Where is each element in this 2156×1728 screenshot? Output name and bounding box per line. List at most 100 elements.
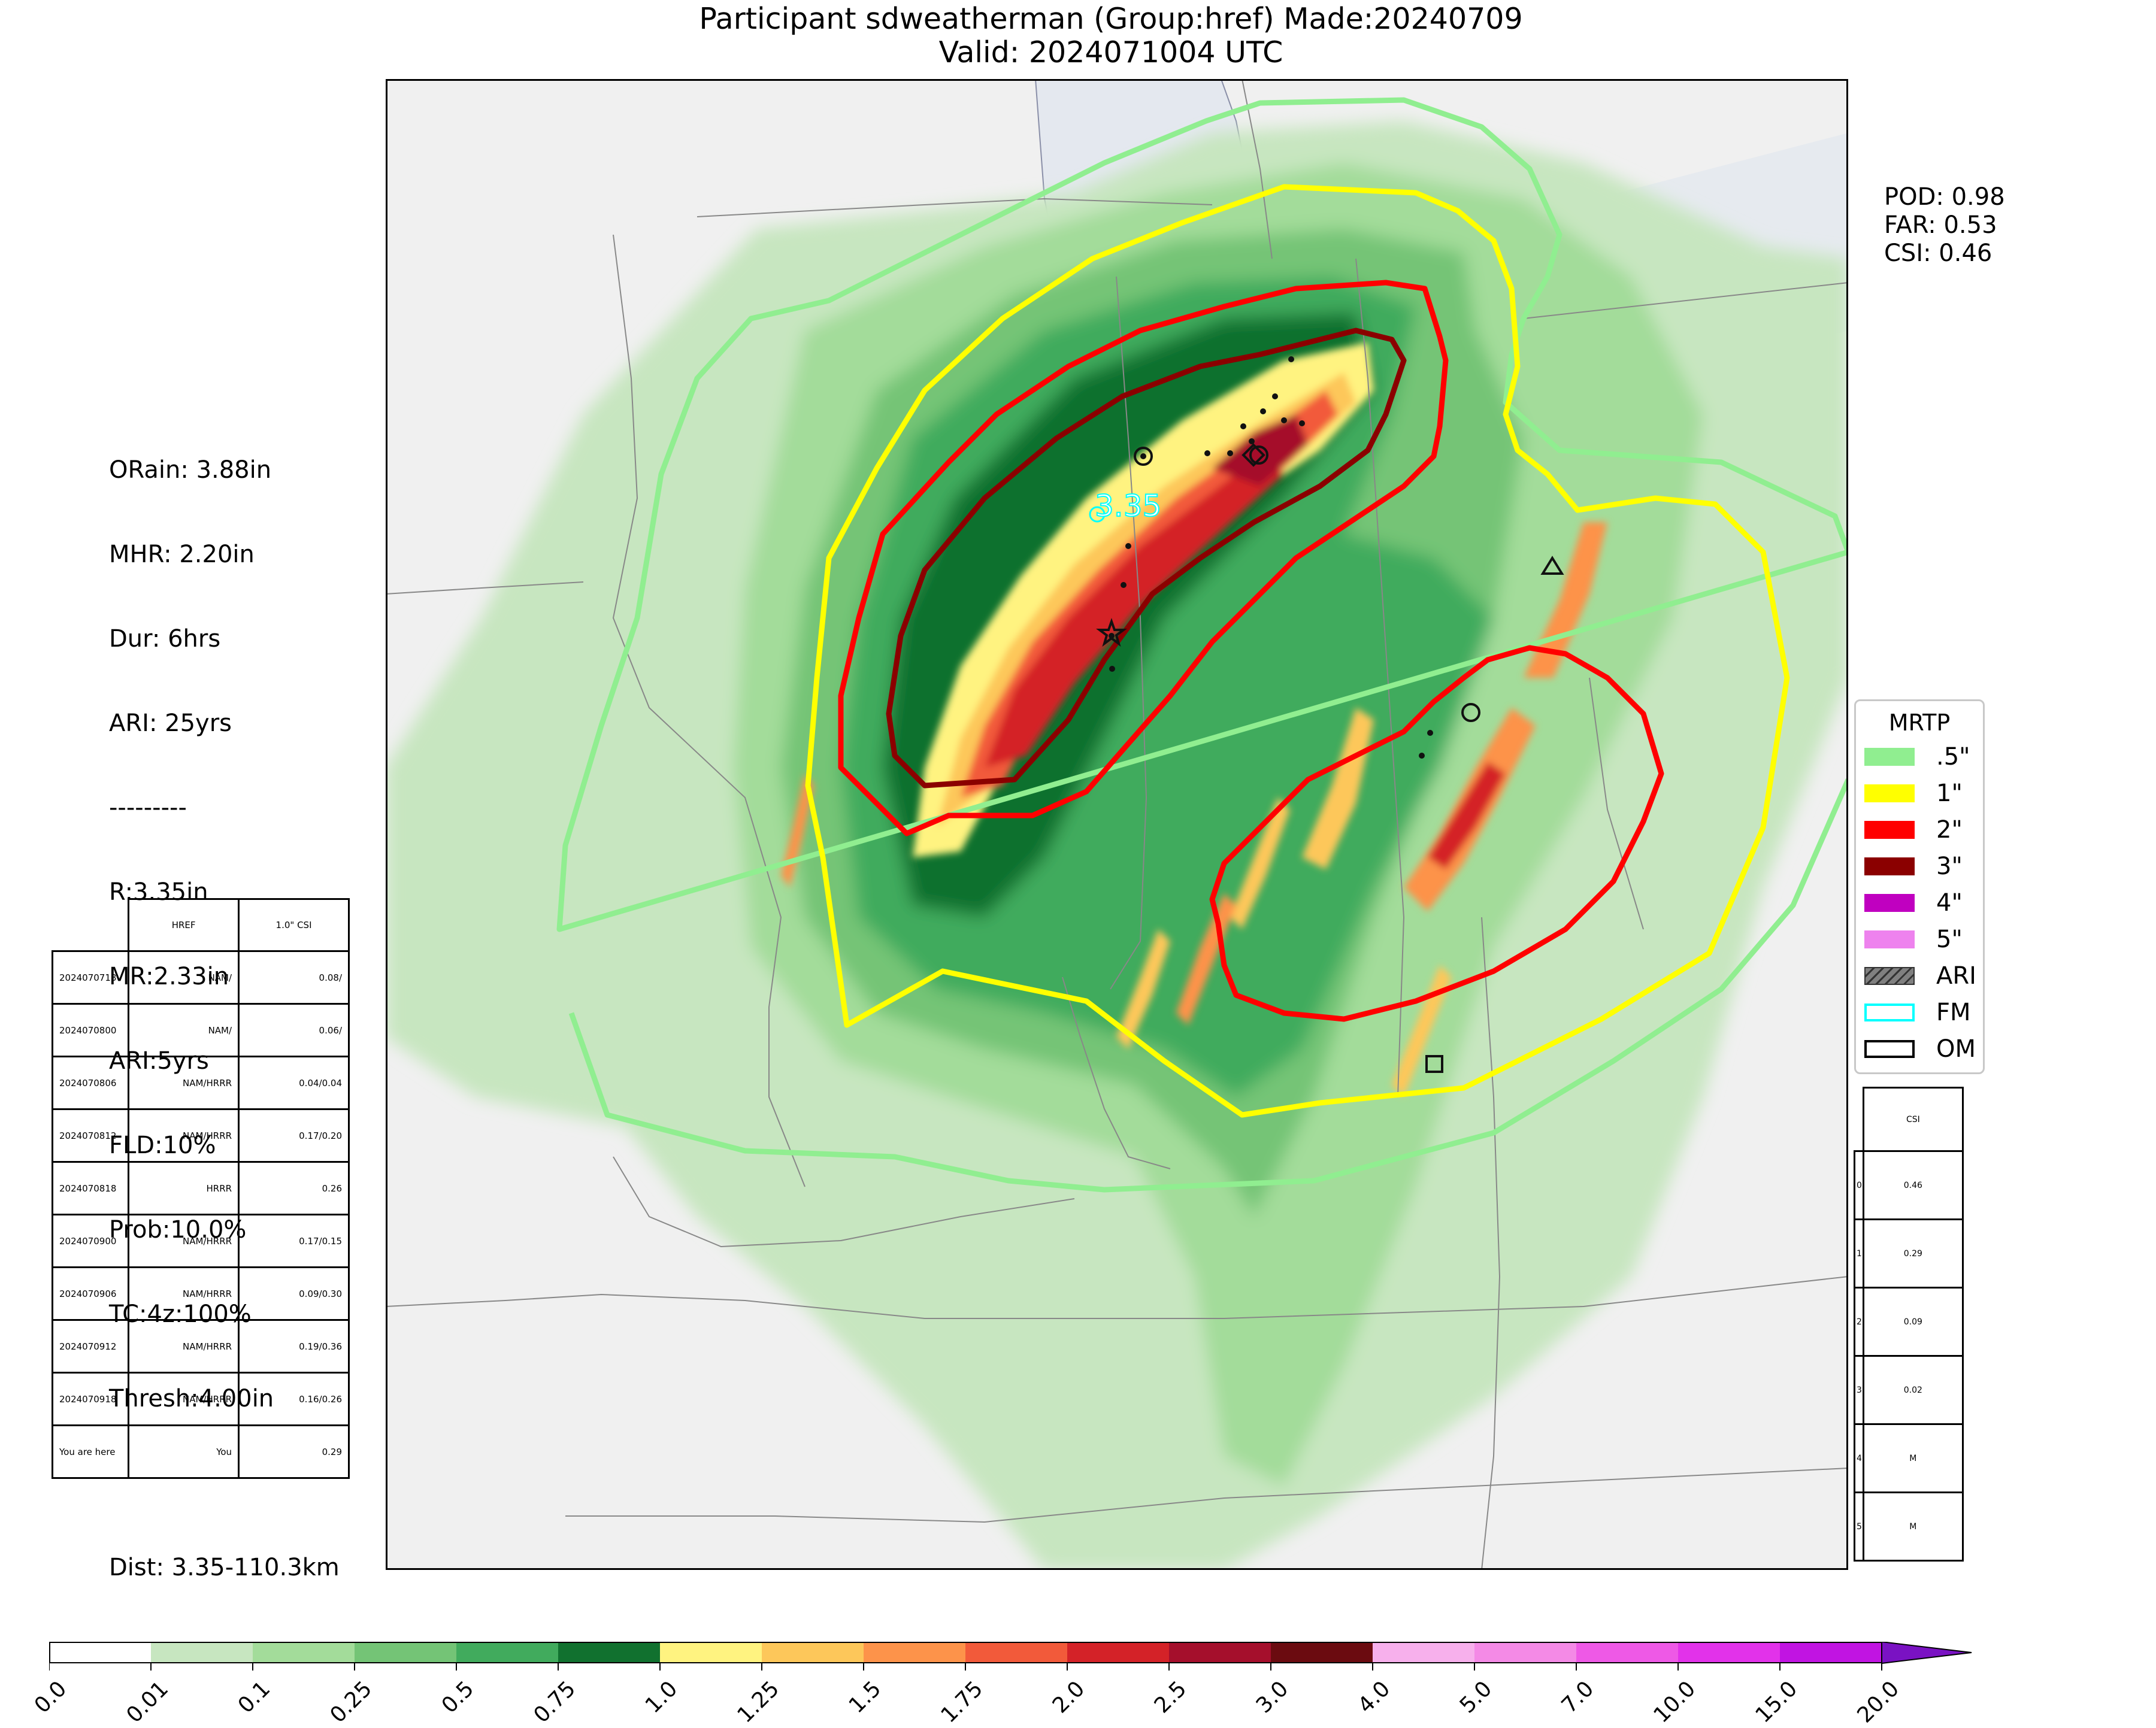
colorbar-segment — [355, 1642, 456, 1663]
obs-dot — [1109, 666, 1115, 672]
history-models: NAM/HRRR — [128, 1056, 240, 1110]
mrtp-contours — [556, 97, 1848, 1193]
legend-label: 4" — [1936, 889, 1963, 917]
history-csi: 0.09/0.30 — [238, 1266, 350, 1321]
obs-circle-target — [1249, 445, 1268, 465]
map-frame — [386, 79, 1848, 1570]
history-cycle: 2024070900 — [51, 1214, 130, 1268]
history-models: HRRR — [128, 1161, 240, 1215]
summary-line: MHR: 2.20in — [109, 541, 255, 568]
table-row: 2024070900 NAM/HRRR 0.17/0.15 — [51, 1214, 350, 1268]
csi-value: 0.29 — [1862, 1218, 1964, 1289]
map-title: Participant sdweatherman (Group:href) Ma… — [699, 2, 1523, 36]
legend-label: 3" — [1936, 853, 1963, 880]
obs-dot — [1281, 417, 1287, 423]
csi-value: CSI: 0.46 — [1884, 240, 1993, 267]
colorbar-segment — [1169, 1642, 1271, 1663]
history-csi: 0.06/ — [238, 1003, 350, 1057]
colorbar-segment — [253, 1642, 355, 1663]
csi-header-row: CSI — [1854, 1087, 1964, 1152]
colorbar-segment — [864, 1642, 965, 1663]
legend-swatch — [1864, 748, 1915, 766]
legend-swatch — [1864, 857, 1915, 875]
obs-dot — [1249, 438, 1255, 444]
table-row: 2.00.09 — [1854, 1287, 1964, 1357]
colorbar-segment — [1373, 1642, 1474, 1663]
obs-circle-target — [1134, 447, 1153, 466]
observation-markers — [1109, 356, 1433, 759]
map-canvas: 3.35 — [386, 79, 1848, 1570]
legend-item: OM — [1864, 1033, 1984, 1063]
heavy-rain-core — [781, 342, 1607, 1097]
forecast-max-marker — [1089, 506, 1106, 523]
colorbar-segment — [1678, 1642, 1780, 1663]
obs-diamond — [1241, 443, 1265, 467]
contour-2in-south — [1209, 645, 1664, 1022]
verification-scores: POD: 0.98 FAR: 0.53 CSI: 0.46 — [1884, 183, 2005, 268]
obs-dot — [1288, 356, 1294, 362]
obs-dot — [1299, 420, 1305, 426]
colorbar-segment — [1576, 1642, 1678, 1663]
valid-time: Valid: 2024071004 UTC — [938, 35, 1283, 69]
table-row: 2024070818 HRRR 0.26 — [51, 1161, 350, 1215]
obs-dot — [1227, 450, 1233, 456]
legend-item: 3" — [1864, 850, 1984, 880]
legend-swatch — [1864, 894, 1915, 912]
csi-value: 0.09 — [1862, 1287, 1964, 1357]
obs-dot — [1204, 450, 1210, 456]
legend-swatch — [1864, 1040, 1915, 1058]
colorbar-segment — [660, 1642, 762, 1663]
table-row: 2024070918 NAM/HRRR 0.16/0.26 — [51, 1372, 350, 1426]
history-header-csi: 1.0" CSI — [238, 898, 350, 952]
threshold-csi-table: CSI 0.50.46 1.00.29 2.00.09 3.00.02 4.0M… — [1854, 1087, 1964, 1562]
table-row: 2024070912 NAM/HRRR 0.19/0.36 — [51, 1319, 350, 1374]
history-header-blank — [52, 899, 130, 952]
contour-3in — [886, 328, 1407, 789]
history-models: NAM/ — [128, 950, 240, 1005]
table-row: 2024070812 NAM/HRRR 0.17/0.20 — [51, 1108, 350, 1163]
table-row: You are here You 0.29 — [51, 1424, 350, 1479]
history-cycle: You are here — [51, 1424, 130, 1479]
table-row: 2024070806 NAM/HRRR 0.04/0.04 — [51, 1056, 350, 1110]
colorbar-extend-arrow — [1881, 1642, 1972, 1665]
legend-item: 5" — [1864, 923, 1984, 953]
colorbar-segment — [1067, 1642, 1169, 1663]
table-row: 3.00.02 — [1854, 1355, 1964, 1425]
colorbar-segment — [558, 1642, 660, 1663]
colorbar-segment — [1474, 1642, 1576, 1663]
legend-item: FM — [1864, 996, 1984, 1026]
colorbar — [49, 1642, 1972, 1671]
csi-threshold: 0.5 — [1854, 1150, 1864, 1220]
history-models: NAM/HRRR — [128, 1108, 240, 1163]
history-models: NAM/HRRR — [128, 1266, 240, 1321]
summary-line: Dur: 6hrs — [109, 625, 221, 653]
far-value: FAR: 0.53 — [1884, 211, 1997, 239]
legend-label: .5" — [1936, 743, 1970, 771]
legend-label: 5" — [1936, 926, 1963, 953]
history-csi: 0.08/ — [238, 950, 350, 1005]
precipitation-map[interactable]: 3.35 — [386, 79, 1848, 1570]
colorbar-segment — [1271, 1642, 1373, 1663]
colorbar-segment — [1780, 1642, 1882, 1663]
legend-swatch — [1864, 784, 1915, 802]
legend-label: FM — [1936, 999, 1971, 1026]
legend-label: OM — [1936, 1035, 1976, 1063]
legend-swatch — [1864, 930, 1915, 948]
history-cycle: 2024070918 — [51, 1372, 130, 1426]
obs-circle — [1461, 703, 1480, 722]
history-models: You — [128, 1424, 240, 1479]
table-row: 1.00.29 — [1854, 1218, 1964, 1289]
history-cycle: 2024070800 — [51, 1003, 130, 1057]
history-models: NAM/HRRR — [128, 1214, 240, 1268]
contour-1in — [805, 184, 1790, 1118]
history-cycle: 2024070906 — [51, 1266, 130, 1321]
csi-value: 0.46 — [1862, 1150, 1964, 1220]
obs-dot — [1109, 633, 1115, 639]
summary-line: ORain: 3.88in — [109, 456, 272, 484]
mrtp-legend: MRTP .5" 1" 2" 3" 4" 5" ARI FM OM — [1854, 699, 1985, 1074]
history-csi: 0.26 — [238, 1161, 350, 1215]
table-row: 2024070906 NAM/HRRR 0.09/0.30 — [51, 1266, 350, 1321]
csi-threshold: 2.0 — [1854, 1287, 1864, 1357]
history-csi: 0.17/0.20 — [238, 1108, 350, 1163]
legend-item: 1" — [1864, 777, 1984, 807]
